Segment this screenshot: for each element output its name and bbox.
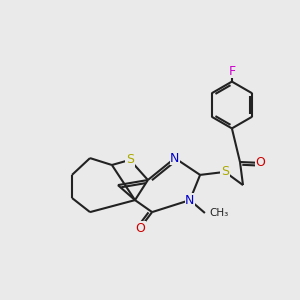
Text: N: N (185, 194, 195, 207)
Text: S: S (221, 165, 229, 178)
Text: N: N (170, 152, 180, 165)
Text: F: F (228, 64, 236, 78)
Text: S: S (126, 153, 134, 167)
Text: O: O (255, 156, 265, 170)
Text: O: O (135, 221, 145, 235)
Text: CH₃: CH₃ (209, 208, 229, 218)
